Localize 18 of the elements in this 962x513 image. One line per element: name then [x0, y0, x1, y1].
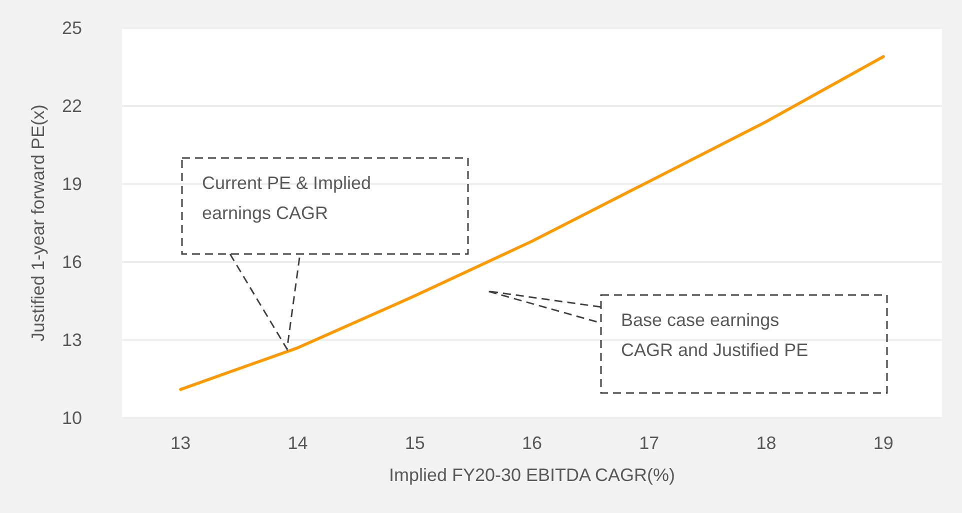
x-tick-label: 13 — [170, 433, 191, 453]
y-axis-title: Justified 1-year forward PE(x) — [28, 104, 48, 342]
x-tick-label: 15 — [404, 433, 425, 453]
annotation: Current PE & Implied earnings CAGR — [202, 172, 372, 225]
x-tick-label: 19 — [873, 433, 894, 453]
y-tick-label: 10 — [62, 408, 82, 428]
y-tick-label: 19 — [62, 174, 82, 194]
line-series — [179, 55, 885, 391]
annotation: Base case earnings CAGR and Justified PE — [621, 309, 810, 362]
y-tick-label: 16 — [62, 252, 82, 272]
x-tick-label: 14 — [288, 433, 308, 453]
x-axis-title: Implied FY20-30 EBITDA CAGR(%) — [388, 465, 676, 485]
x-tick-label: 17 — [639, 433, 660, 453]
y-tick-label: 25 — [62, 18, 82, 38]
x-tick-label: 16 — [522, 433, 542, 453]
x-tick-label: 18 — [756, 433, 776, 453]
y-tick-label: 13 — [62, 330, 82, 350]
y-tick-label: 22 — [62, 96, 82, 116]
